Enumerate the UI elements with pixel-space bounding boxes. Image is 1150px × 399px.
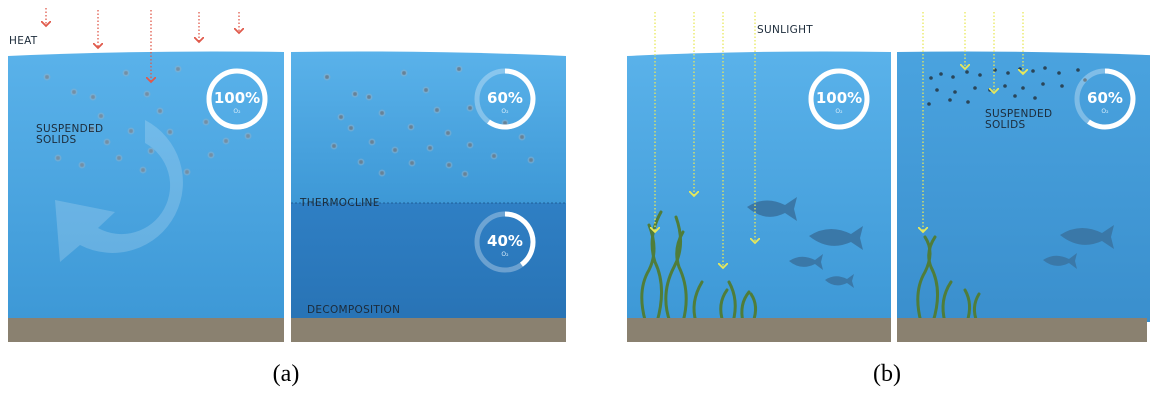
circulation-arrow-icon xyxy=(55,120,183,262)
oxygen-gauge-b-right xyxy=(1074,68,1136,130)
seaweed-icon xyxy=(675,230,688,324)
sediment-right-b xyxy=(897,318,1147,342)
fish-icon xyxy=(825,274,854,288)
water-right-b xyxy=(897,51,1150,322)
suspended-solids-label-line1: SUSPENDED xyxy=(36,123,103,135)
water-right-upper xyxy=(291,51,566,203)
panel-b: SUSPENDED SOLIDS SUNLIGHT 100% O₂ 60% O₂ xyxy=(575,0,1150,360)
panel-b-illustration: SUSPENDED SOLIDS SUNLIGHT 100% O₂ 60% O₂ xyxy=(627,12,1150,342)
gauge-fill-arc xyxy=(487,68,536,130)
o2-symbol-b-left: O₂ xyxy=(835,108,843,115)
fish-group xyxy=(747,197,1114,288)
decomposition-label: DECOMPOSITION xyxy=(307,304,400,316)
heat-arrows xyxy=(46,8,239,82)
panel-a: HEAT SUSPENDED SOLIDS THERMOCLINE DECOMP… xyxy=(0,0,575,360)
sediment-right xyxy=(291,318,566,342)
fish-icon xyxy=(747,197,797,221)
o2-symbol-left: O₂ xyxy=(233,108,241,115)
o2-symbol-b-right: O₂ xyxy=(1101,108,1109,115)
gauge-fill-arc xyxy=(206,68,268,130)
suspended-solids-label-b-line1: SUSPENDED xyxy=(985,108,1052,120)
caption-a: (a) xyxy=(272,361,300,387)
heat-label: HEAT xyxy=(9,35,38,47)
caption-b: (b) xyxy=(873,361,901,387)
o2-value-b-left: 100% xyxy=(816,89,862,107)
panel-a-illustration: HEAT SUSPENDED SOLIDS THERMOCLINE DECOMP… xyxy=(8,8,566,342)
oxygen-gauge-right-lower xyxy=(474,211,536,273)
seaweed-icon xyxy=(664,215,682,324)
suspended-solids-label-line2: SOLIDS xyxy=(36,134,76,146)
thermocline-label: THERMOCLINE xyxy=(299,197,380,209)
suspended-particles-left xyxy=(43,65,252,176)
o2-symbol-right-upper: O₂ xyxy=(501,108,509,115)
seaweed-icon xyxy=(927,235,939,324)
fish-icon xyxy=(789,254,823,270)
basin-divider-b xyxy=(891,50,897,342)
oxygen-gauge-right-upper xyxy=(474,68,536,130)
basin-divider xyxy=(284,50,291,342)
gauge-fill-arc xyxy=(1087,68,1136,130)
oxygen-gauge-b-left xyxy=(808,68,870,130)
gauge-fill-arc xyxy=(808,68,870,130)
fish-icon xyxy=(809,226,863,250)
water-left-b xyxy=(627,51,891,322)
gauge-fill-arc xyxy=(504,211,536,267)
o2-symbol-right-lower: O₂ xyxy=(501,251,509,258)
fish-icon xyxy=(1060,225,1114,249)
fish-icon xyxy=(1043,253,1077,269)
sunlight-arrows xyxy=(655,12,1023,268)
o2-value-b-right: 60% xyxy=(1087,89,1123,107)
oxygen-gauge-left xyxy=(206,68,268,130)
o2-value-right-upper: 60% xyxy=(487,89,523,107)
o2-value-left: 100% xyxy=(214,89,260,107)
sediment-left xyxy=(8,318,284,342)
suspended-particles-right xyxy=(323,65,535,178)
sunlight-label: SUNLIGHT xyxy=(757,24,813,36)
sediment-left-b xyxy=(627,318,891,342)
o2-value-right-lower: 40% xyxy=(487,232,523,250)
suspended-solids-label-b-line2: SOLIDS xyxy=(985,119,1025,131)
